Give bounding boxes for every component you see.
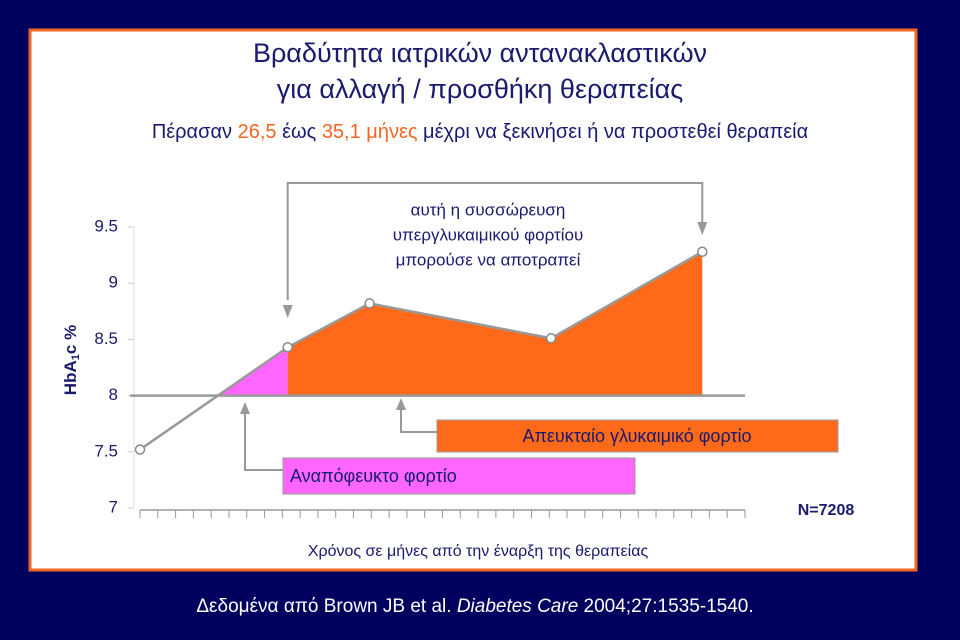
- y-tick-label: 7.5: [94, 441, 118, 460]
- unavoidable-box: [282, 457, 636, 495]
- avoidable-box: [436, 419, 839, 453]
- title: για αλλαγή / προσθήκη θεραπείας: [277, 74, 683, 104]
- y-tick-label: 8: [109, 385, 118, 404]
- y-tick-label: 9.5: [94, 216, 118, 235]
- citation-part: Diabetes Care: [457, 596, 578, 617]
- avoidable-area: [287, 251, 703, 396]
- bracket: [400, 408, 437, 433]
- subtitle-part: έως: [277, 121, 322, 143]
- citation: Δεδομένα από Brown JB et al. Diabetes Ca…: [196, 596, 753, 617]
- citation-part: Δεδομένα από Brown JB et al.: [196, 596, 456, 617]
- bracket: [286, 182, 704, 300]
- point: [697, 246, 708, 257]
- subtitle-part: 26,5: [238, 121, 277, 143]
- annotation: Απευκταίο γλυκαιμικό φορτίο: [522, 426, 751, 446]
- citation-part: 2004;27:1535-1540.: [578, 596, 753, 617]
- annotation: Αναπόφευκτο φορτίο: [290, 466, 457, 486]
- subtitle-part: Πέρασαν: [152, 121, 238, 143]
- annotation: υπεργλυκαιμικού φορτίου: [393, 225, 584, 244]
- y-label-part: HbA: [61, 360, 80, 395]
- annotation: μπορούσε να αποτραπεί: [396, 250, 581, 269]
- arrow-head: [396, 398, 406, 410]
- n-label: N=7208: [798, 502, 855, 519]
- y-tick-label: 9: [109, 273, 118, 292]
- y-label-part: c %: [61, 325, 80, 354]
- y-tick-label: 7: [109, 497, 118, 516]
- subtitle: Πέρασαν 26,5 έως 35,1 μήνες μέχρι να ξεκ…: [152, 121, 808, 143]
- subtitle-part: 35,1 μήνες: [322, 121, 418, 143]
- chart: Βραδύτητα ιατρικών αντανακλαστικών για αλ…: [61, 38, 854, 617]
- title: Βραδύτητα ιατρικών αντανακλαστικών: [253, 38, 707, 68]
- y-tick-label: 8.5: [94, 329, 118, 348]
- y-axis-label: HbA1c %: [61, 325, 81, 395]
- arrow-head: [282, 305, 293, 318]
- arrow-head: [697, 222, 708, 235]
- x-axis-label: Χρόνος σε μήνες από την έναρξη της θεραπ…: [308, 543, 649, 560]
- point: [134, 444, 146, 455]
- point: [545, 333, 557, 344]
- subtitle-part: μέχρι να ξεκινήσει ή να προστεθεί θεραπε…: [418, 121, 809, 143]
- point: [364, 298, 375, 309]
- arrow-head: [240, 402, 250, 414]
- y-label-sub: 1: [70, 354, 82, 360]
- point: [282, 342, 293, 353]
- bracket: [244, 412, 283, 471]
- annotation: αυτή η συσσώρευση: [411, 200, 566, 219]
